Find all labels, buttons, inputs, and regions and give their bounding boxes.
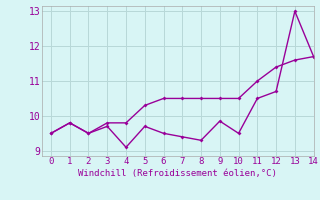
X-axis label: Windchill (Refroidissement éolien,°C): Windchill (Refroidissement éolien,°C) [78, 169, 277, 178]
